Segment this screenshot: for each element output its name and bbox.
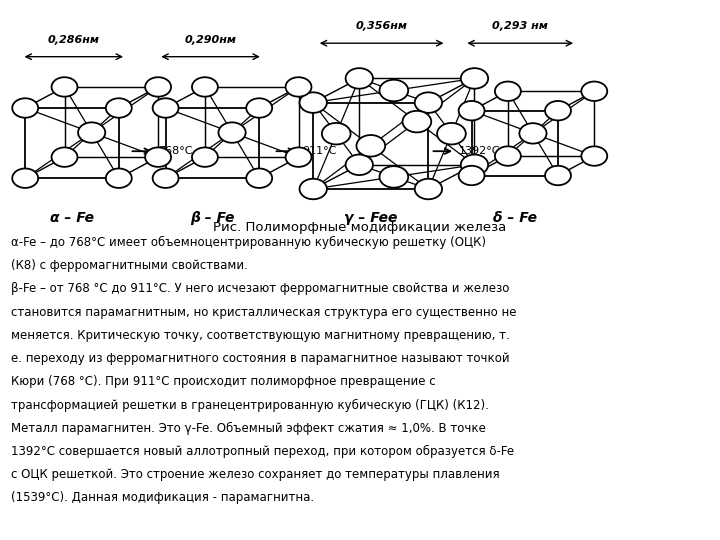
Text: 0,356нм: 0,356нм bbox=[356, 21, 408, 31]
Text: е. переходу из ферромагнитного состояния в парамагнитное называют точкой: е. переходу из ферромагнитного состояния… bbox=[11, 352, 510, 365]
Text: β-Fe – от 768 °C до 911°C. У него исчезают ферромагнитные свойства и железо: β-Fe – от 768 °C до 911°C. У него исчеза… bbox=[11, 282, 509, 295]
Text: Рис. Полиморфные модификации железа: Рис. Полиморфные модификации железа bbox=[213, 221, 507, 234]
Circle shape bbox=[286, 147, 312, 167]
Circle shape bbox=[415, 179, 442, 199]
Circle shape bbox=[78, 123, 105, 143]
Circle shape bbox=[461, 68, 488, 89]
Circle shape bbox=[459, 101, 485, 120]
Circle shape bbox=[356, 135, 385, 157]
Circle shape bbox=[495, 146, 521, 166]
Text: α – Fe: α – Fe bbox=[50, 211, 94, 225]
Circle shape bbox=[106, 168, 132, 188]
Text: (К8) с ферромагнитными свойствами.: (К8) с ферромагнитными свойствами. bbox=[11, 259, 248, 272]
Text: с ОЦК решеткой. Это строение железо сохраняет до температуры плавления: с ОЦК решеткой. Это строение железо сохр… bbox=[11, 468, 500, 481]
Text: 0,286нм: 0,286нм bbox=[48, 35, 100, 45]
Circle shape bbox=[300, 92, 327, 113]
Circle shape bbox=[322, 123, 351, 145]
Circle shape bbox=[437, 123, 466, 145]
Circle shape bbox=[246, 98, 272, 118]
Text: δ – Fe: δ – Fe bbox=[492, 211, 537, 225]
Circle shape bbox=[346, 154, 373, 175]
Circle shape bbox=[218, 123, 246, 143]
Text: Кюри (768 °C). При 911°C происходит полиморфное превращение с: Кюри (768 °C). При 911°C происходит поли… bbox=[11, 375, 436, 388]
Circle shape bbox=[52, 77, 78, 97]
Circle shape bbox=[106, 98, 132, 118]
Text: β – Fe: β – Fe bbox=[190, 211, 235, 225]
Circle shape bbox=[145, 147, 171, 167]
Text: трансформацией решетки в гранецентрированную кубическую (ГЦК) (К12).: трансформацией решетки в гранецентрирова… bbox=[11, 399, 489, 411]
Circle shape bbox=[545, 101, 571, 120]
Text: 0,293 нм: 0,293 нм bbox=[492, 21, 548, 31]
Circle shape bbox=[461, 154, 488, 175]
Text: становится парамагнитным, но кристаллическая структура его существенно не: становится парамагнитным, но кристалличе… bbox=[11, 306, 516, 319]
Circle shape bbox=[402, 111, 431, 132]
Circle shape bbox=[145, 77, 171, 97]
Circle shape bbox=[459, 166, 485, 185]
Circle shape bbox=[286, 77, 312, 97]
Circle shape bbox=[581, 146, 607, 166]
Circle shape bbox=[192, 147, 218, 167]
Circle shape bbox=[415, 92, 442, 113]
Text: α-Fe – до 768°C имеет объемноцентрированную кубическую решетку (ОЦК): α-Fe – до 768°C имеет объемноцентрирован… bbox=[11, 236, 486, 249]
Circle shape bbox=[12, 98, 38, 118]
Circle shape bbox=[300, 179, 327, 199]
Circle shape bbox=[153, 98, 179, 118]
Circle shape bbox=[519, 123, 546, 144]
Circle shape bbox=[246, 168, 272, 188]
Circle shape bbox=[192, 77, 218, 97]
Circle shape bbox=[12, 168, 38, 188]
Text: меняется. Критическую точку, соответствующую магнитному превращению, т.: меняется. Критическую точку, соответству… bbox=[11, 329, 510, 342]
Text: 0,290нм: 0,290нм bbox=[184, 35, 237, 45]
Circle shape bbox=[495, 82, 521, 101]
Text: 911°C: 911°C bbox=[302, 146, 337, 156]
Text: Металл парамагнитен. Это γ-Fe. Объемный эффект сжатия ≈ 1,0%. В точке: Металл парамагнитен. Это γ-Fe. Объемный … bbox=[11, 422, 486, 435]
Text: 768°C: 768°C bbox=[158, 146, 193, 156]
Circle shape bbox=[581, 82, 607, 101]
Circle shape bbox=[153, 168, 179, 188]
Circle shape bbox=[346, 68, 373, 89]
Text: (1539°C). Данная модификация - парамагнитна.: (1539°C). Данная модификация - парамагни… bbox=[11, 491, 314, 504]
Circle shape bbox=[52, 147, 78, 167]
Circle shape bbox=[545, 166, 571, 185]
Text: 1392°C: 1392°C bbox=[459, 146, 500, 156]
Circle shape bbox=[379, 166, 408, 188]
Text: γ – Feе: γ – Feе bbox=[344, 211, 397, 225]
Circle shape bbox=[379, 80, 408, 102]
Text: 1392°C совершается новый аллотропный переход, при котором образуется δ-Fe: 1392°C совершается новый аллотропный пер… bbox=[11, 445, 514, 458]
